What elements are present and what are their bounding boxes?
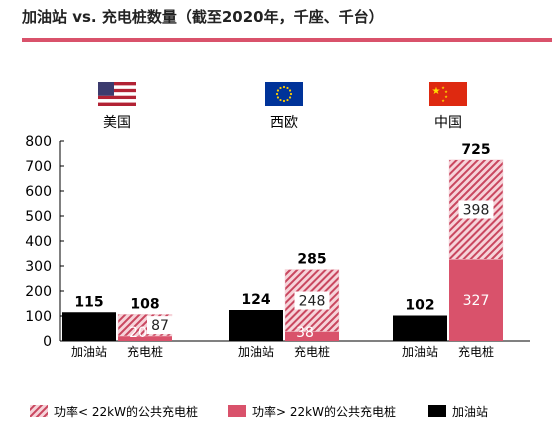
x-category-label: 加油站 bbox=[71, 345, 107, 359]
station-value-label: 124 bbox=[241, 292, 270, 308]
svg-text:★: ★ bbox=[441, 85, 445, 90]
fast-charger-value-label: 327 bbox=[463, 293, 490, 309]
y-tick-label: 800 bbox=[25, 134, 52, 150]
legend-label-slow: 功率< 22kW的公共充电桩 bbox=[54, 404, 198, 419]
y-tick-label: 500 bbox=[25, 209, 52, 225]
fast-charger-segment bbox=[449, 259, 503, 341]
slow-label-box bbox=[147, 316, 173, 335]
legend-swatch-fast bbox=[228, 405, 246, 417]
y-tick-label: 400 bbox=[25, 234, 52, 250]
svg-text:★: ★ bbox=[432, 86, 441, 97]
fast-charger-segment bbox=[118, 336, 172, 341]
slow-label-box bbox=[294, 291, 330, 310]
slow-charger-value-label: 398 bbox=[463, 203, 490, 219]
y-tick-label: 600 bbox=[25, 184, 52, 200]
x-category-label: 加油站 bbox=[402, 345, 438, 359]
region-label: 中国 bbox=[434, 115, 462, 131]
charger-total-label: 285 bbox=[297, 252, 326, 268]
y-tick-label: 300 bbox=[25, 259, 52, 275]
station-bar bbox=[393, 315, 447, 341]
legend-label-station: 加油站 bbox=[452, 405, 488, 419]
slow-charger-value-label: 248 bbox=[299, 294, 326, 310]
fast-charger-segment bbox=[285, 331, 339, 341]
region-label: 西欧 bbox=[270, 115, 298, 131]
fast-charger-value-label: 38 bbox=[296, 325, 314, 341]
x-category-label: 充电桩 bbox=[458, 344, 494, 359]
eu-flag-icon bbox=[265, 82, 303, 106]
station-value-label: 115 bbox=[74, 294, 103, 310]
fast-charger-value-label: 20 bbox=[129, 325, 147, 341]
slow-label-box bbox=[458, 200, 494, 219]
chart-title: 加油站 vs. 充电桩数量（截至2020年，千座、千台） bbox=[22, 8, 384, 26]
svg-text:★: ★ bbox=[444, 89, 448, 94]
y-tick-label: 0 bbox=[43, 334, 52, 350]
legend-label-fast: 功率> 22kW的公共充电桩 bbox=[252, 404, 396, 419]
slow-charger-value-label: 87 bbox=[151, 318, 169, 334]
charger-total-label: 725 bbox=[461, 142, 490, 158]
title-divider bbox=[22, 38, 552, 42]
region-label: 美国 bbox=[103, 115, 131, 131]
x-category-label: 充电桩 bbox=[294, 344, 330, 359]
legend-swatch-station bbox=[428, 405, 446, 417]
svg-text:★: ★ bbox=[441, 98, 445, 103]
station-bar bbox=[229, 310, 283, 341]
us-flag-icon bbox=[98, 82, 136, 106]
legend-swatch-slow bbox=[30, 405, 48, 417]
station-bar bbox=[62, 312, 116, 341]
china-flag-icon: ★ ★★★★ bbox=[429, 82, 467, 106]
y-tick-label: 100 bbox=[25, 309, 52, 325]
charger-total-label: 108 bbox=[130, 296, 159, 312]
y-tick-label: 700 bbox=[25, 159, 52, 175]
x-category-label: 充电桩 bbox=[127, 344, 163, 359]
svg-text:★: ★ bbox=[444, 94, 448, 99]
x-category-label: 加油站 bbox=[238, 345, 274, 359]
station-value-label: 102 bbox=[405, 298, 434, 314]
y-tick-label: 200 bbox=[25, 284, 52, 300]
